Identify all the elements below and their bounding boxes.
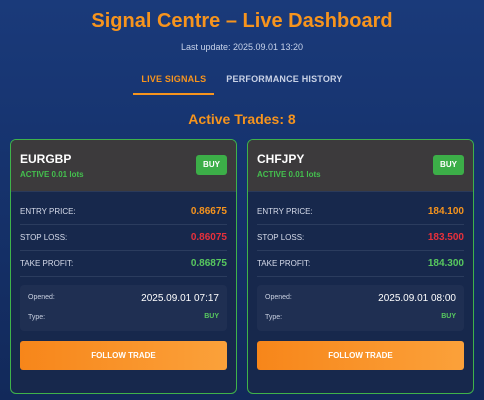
type-label: Type: (265, 314, 283, 321)
tab-bar: LIVE SIGNALS PERFORMANCE HISTORY (0, 66, 484, 95)
stop-loss-label: STOP LOSS: (257, 233, 305, 242)
stop-loss-row: STOP LOSS: 0.86075 (20, 225, 227, 251)
take-profit-label: TAKE PROFIT: (20, 259, 74, 268)
type-value: BUY (204, 313, 219, 320)
take-profit-value: 0.86875 (190, 258, 227, 269)
take-profit-label: TAKE PROFIT: (257, 259, 311, 268)
tab-live-signals[interactable]: LIVE SIGNALS (133, 66, 215, 95)
entry-price-value: 0.86675 (190, 206, 227, 217)
take-profit-row: TAKE PROFIT: 184.300 (257, 251, 464, 277)
active-trades-count: Active Trades: 8 (188, 111, 296, 127)
page-title: Signal Centre – Live Dashboard (91, 10, 393, 32)
stop-loss-value: 183.500 (427, 232, 464, 243)
stop-loss-label: STOP LOSS: (20, 233, 68, 242)
opened-value: 2025.09.01 08:00 (378, 293, 456, 304)
entry-price-row: ENTRY PRICE: 0.86675 (20, 199, 227, 225)
trade-card-header: CHFJPY ACTIVE 0.01 lots BUY (248, 140, 473, 192)
tab-performance-history[interactable]: PERFORMANCE HISTORY (226, 74, 343, 84)
trade-info-box: Opened: 2025.09.01 08:00 Type: BUY (257, 285, 464, 331)
pair-label: EURGBP (20, 152, 72, 166)
last-update-text: Last update: 2025.09.01 13:20 (180, 42, 304, 52)
direction-badge: BUY (433, 155, 464, 175)
pair-label: CHFJPY (257, 152, 305, 166)
trade-card-chfjpy: CHFJPY ACTIVE 0.01 lots BUY ENTRY PRICE:… (247, 139, 474, 394)
status-label: ACTIVE 0.01 lots (257, 170, 321, 179)
follow-trade-button[interactable]: FOLLOW TRADE (257, 341, 464, 370)
entry-price-label: ENTRY PRICE: (20, 207, 76, 216)
entry-price-label: ENTRY PRICE: (257, 207, 313, 216)
trade-card-header: EURGBP ACTIVE 0.01 lots BUY (11, 140, 236, 192)
take-profit-value: 184.300 (427, 258, 464, 269)
opened-label: Opened: (28, 294, 55, 301)
direction-badge: BUY (196, 155, 227, 175)
entry-price-row: ENTRY PRICE: 184.100 (257, 199, 464, 225)
type-value: BUY (441, 313, 456, 320)
opened-label: Opened: (265, 294, 292, 301)
stop-loss-value: 0.86075 (190, 232, 227, 243)
stop-loss-row: STOP LOSS: 183.500 (257, 225, 464, 251)
type-label: Type: (28, 314, 46, 321)
follow-trade-button[interactable]: FOLLOW TRADE (20, 341, 227, 370)
status-label: ACTIVE 0.01 lots (20, 170, 84, 179)
take-profit-row: TAKE PROFIT: 0.86875 (20, 251, 227, 277)
trade-info-box: Opened: 2025.09.01 07:17 Type: BUY (20, 285, 227, 331)
trade-card-eurgbp: EURGBP ACTIVE 0.01 lots BUY ENTRY PRICE:… (10, 139, 237, 394)
entry-price-value: 184.100 (427, 206, 464, 217)
opened-value: 2025.09.01 07:17 (141, 293, 219, 304)
